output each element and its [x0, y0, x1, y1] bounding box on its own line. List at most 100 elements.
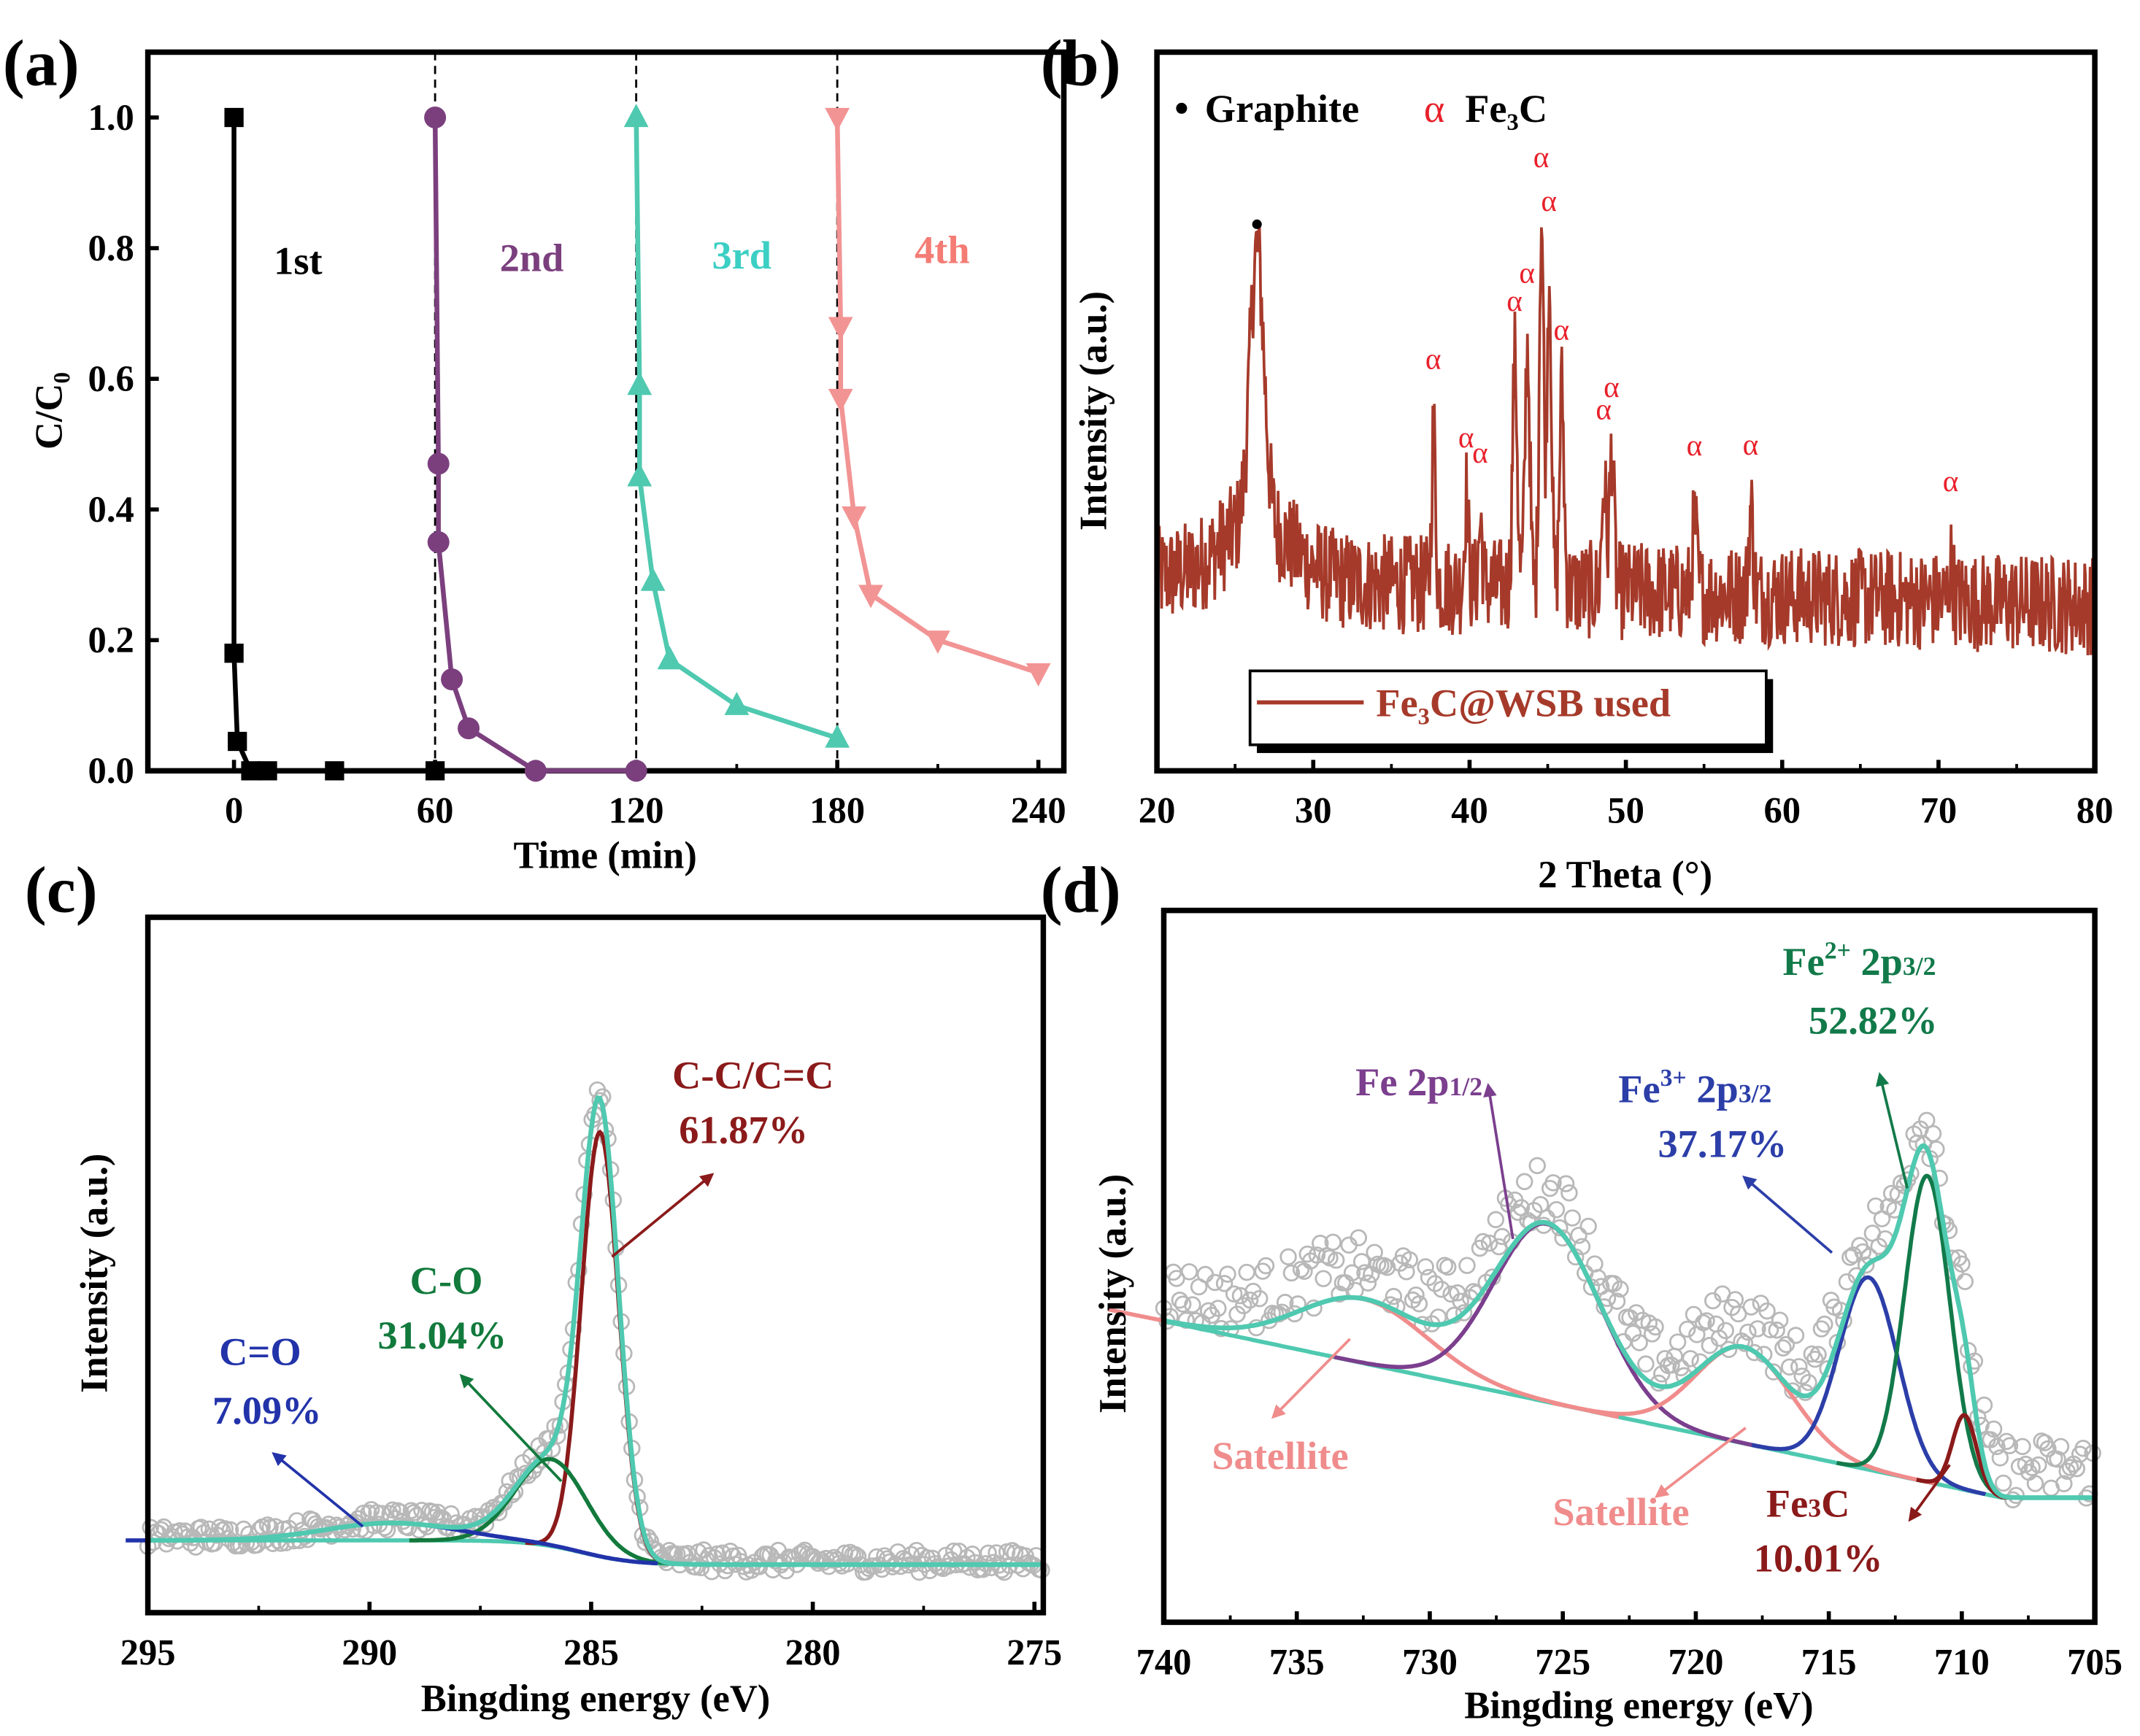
raw-data-point: [1433, 1281, 1450, 1298]
raw-data-point: [1279, 1248, 1297, 1266]
series-label-3rd: 3rd: [712, 234, 771, 277]
fe3c-peak-marker: α: [1554, 312, 1570, 346]
raw-data-point: [1241, 1291, 1259, 1309]
raw-data-point: [2052, 1438, 2070, 1456]
raw-data-point: [847, 1546, 864, 1564]
raw-data-point: [1956, 1273, 1974, 1290]
y-axis-label-d: Intensity (a.u.): [1092, 1174, 1134, 1413]
x-tick-label: 60: [1763, 790, 1801, 831]
raw-data-point: [2049, 1450, 2066, 1468]
legend-box: Fe₃C@WSB used: [1248, 669, 1774, 753]
raw-data-point: [1206, 1273, 1224, 1292]
raw-data-point: [902, 1546, 920, 1564]
raw-data-point: [1359, 1274, 1377, 1292]
annotation-c=o-percent: 7.09%: [212, 1389, 322, 1432]
raw-data-point: [527, 1457, 545, 1474]
raw-data-point: [1918, 1111, 1936, 1130]
data-point-3rd: [825, 724, 850, 748]
raw-data-point: [1729, 1305, 1747, 1323]
fe3c-peak-marker: α: [1596, 393, 1612, 426]
raw-data-point: [1998, 1432, 2015, 1451]
raw-data-point: [442, 1505, 460, 1523]
raw-data-point: [1528, 1157, 1546, 1175]
raw-data-point: [1698, 1312, 1715, 1330]
raw-data-point: [1544, 1174, 1562, 1192]
raw-data-point: [1531, 1195, 1550, 1214]
raw-data-point: [1668, 1333, 1687, 1351]
raw-data-point: [1560, 1184, 1578, 1202]
raw-data-point: [1352, 1253, 1371, 1270]
raw-data-point: [1988, 1438, 2006, 1456]
data-point-3rd: [623, 104, 649, 128]
annotation-co-name: C-O: [410, 1259, 483, 1303]
arrow-fe2p12: [1483, 1083, 1514, 1240]
raw-data-point: [1612, 1280, 1629, 1298]
raw-data-point: [1663, 1356, 1680, 1374]
raw-data-point: [1385, 1287, 1403, 1305]
raw-data-point: [1780, 1358, 1798, 1376]
raw-data-point: [1771, 1311, 1789, 1329]
panel-label-d: (d): [1041, 855, 1121, 927]
raw-data-point: [1225, 1285, 1243, 1303]
arrow-fe3: [1742, 1176, 1833, 1254]
raw-data-point: [1991, 1449, 2009, 1467]
raw-data-point: [1723, 1298, 1741, 1316]
annotation-fe3-percent: 37.17%: [1658, 1122, 1787, 1165]
raw-data-point: [1637, 1355, 1655, 1373]
raw-data-point: [1292, 1260, 1310, 1278]
raw-data-point: [1816, 1315, 1833, 1333]
fit-component-satellite: [1552, 1344, 1936, 1486]
data-point-3rd: [640, 567, 666, 591]
data-point-1st: [425, 761, 445, 781]
raw-data-point: [1407, 1286, 1425, 1304]
raw-data-point: [1282, 1264, 1301, 1282]
raw-data-point: [1736, 1335, 1754, 1352]
data-point-3rd: [724, 692, 750, 715]
raw-data-point: [296, 1527, 314, 1546]
x-tick-label: 705: [2067, 1641, 2122, 1682]
data-point-4th: [925, 630, 950, 655]
x-tick-label: 50: [1607, 790, 1644, 831]
raw-data-point: [1350, 1229, 1368, 1246]
x-tick-label: 275: [1007, 1632, 1062, 1673]
raw-data-point: [392, 1503, 409, 1521]
y-tick-label: 0.6: [88, 358, 134, 399]
annotation-co-percent: 31.04%: [378, 1313, 507, 1357]
raw-data-point: [258, 1516, 277, 1534]
arrow-satellite-2: [1654, 1427, 1747, 1498]
x-tick-label: 730: [1402, 1641, 1458, 1682]
x-tick-label: 285: [563, 1632, 619, 1673]
raw-data-point: [2061, 1459, 2079, 1476]
x-tick-label: 240: [1011, 790, 1066, 831]
x-axis-label-b: 2 Theta (°): [1538, 854, 1712, 896]
raw-data-point: [1745, 1343, 1763, 1362]
raw-data-point: [1410, 1295, 1428, 1313]
raw-data-point: [1790, 1358, 1808, 1376]
plot-frame: [1154, 49, 2098, 774]
series-label-2nd: 2nd: [500, 236, 564, 280]
x-tick-label: 70: [1920, 790, 1958, 831]
raw-data-point: [1608, 1292, 1626, 1310]
fit-component-satellite: [1107, 1295, 1620, 1419]
panel-a: (a) 0 60 120 180 240 0.0 0.2 0.4 0.6 0.8 1.0 Time …: [3, 27, 1067, 877]
raw-data-point: [1631, 1334, 1648, 1351]
panel-label-b: (b): [1041, 27, 1121, 99]
raw-data-point: [1455, 1304, 1473, 1322]
series-label-4th: 4th: [915, 228, 970, 271]
raw-data-point: [1573, 1238, 1591, 1256]
raw-data-point: [405, 1504, 423, 1521]
plot-frame: [145, 914, 1047, 1616]
x-tick-label: 740: [1136, 1641, 1192, 1682]
series-line-2nd: [432, 117, 636, 774]
raw-data-point: [1356, 1264, 1374, 1281]
raw-data-point: [1196, 1265, 1215, 1284]
raw-data-point: [961, 1559, 979, 1576]
raw-data-point: [1994, 1474, 2012, 1492]
fit-component-c-o: [409, 1457, 693, 1567]
raw-data-point: [1308, 1246, 1326, 1264]
data-point-3rd: [627, 463, 653, 487]
raw-data-point: [1200, 1302, 1217, 1319]
data-point-4th: [842, 506, 866, 530]
arrow-fe3c: [1908, 1464, 1951, 1522]
